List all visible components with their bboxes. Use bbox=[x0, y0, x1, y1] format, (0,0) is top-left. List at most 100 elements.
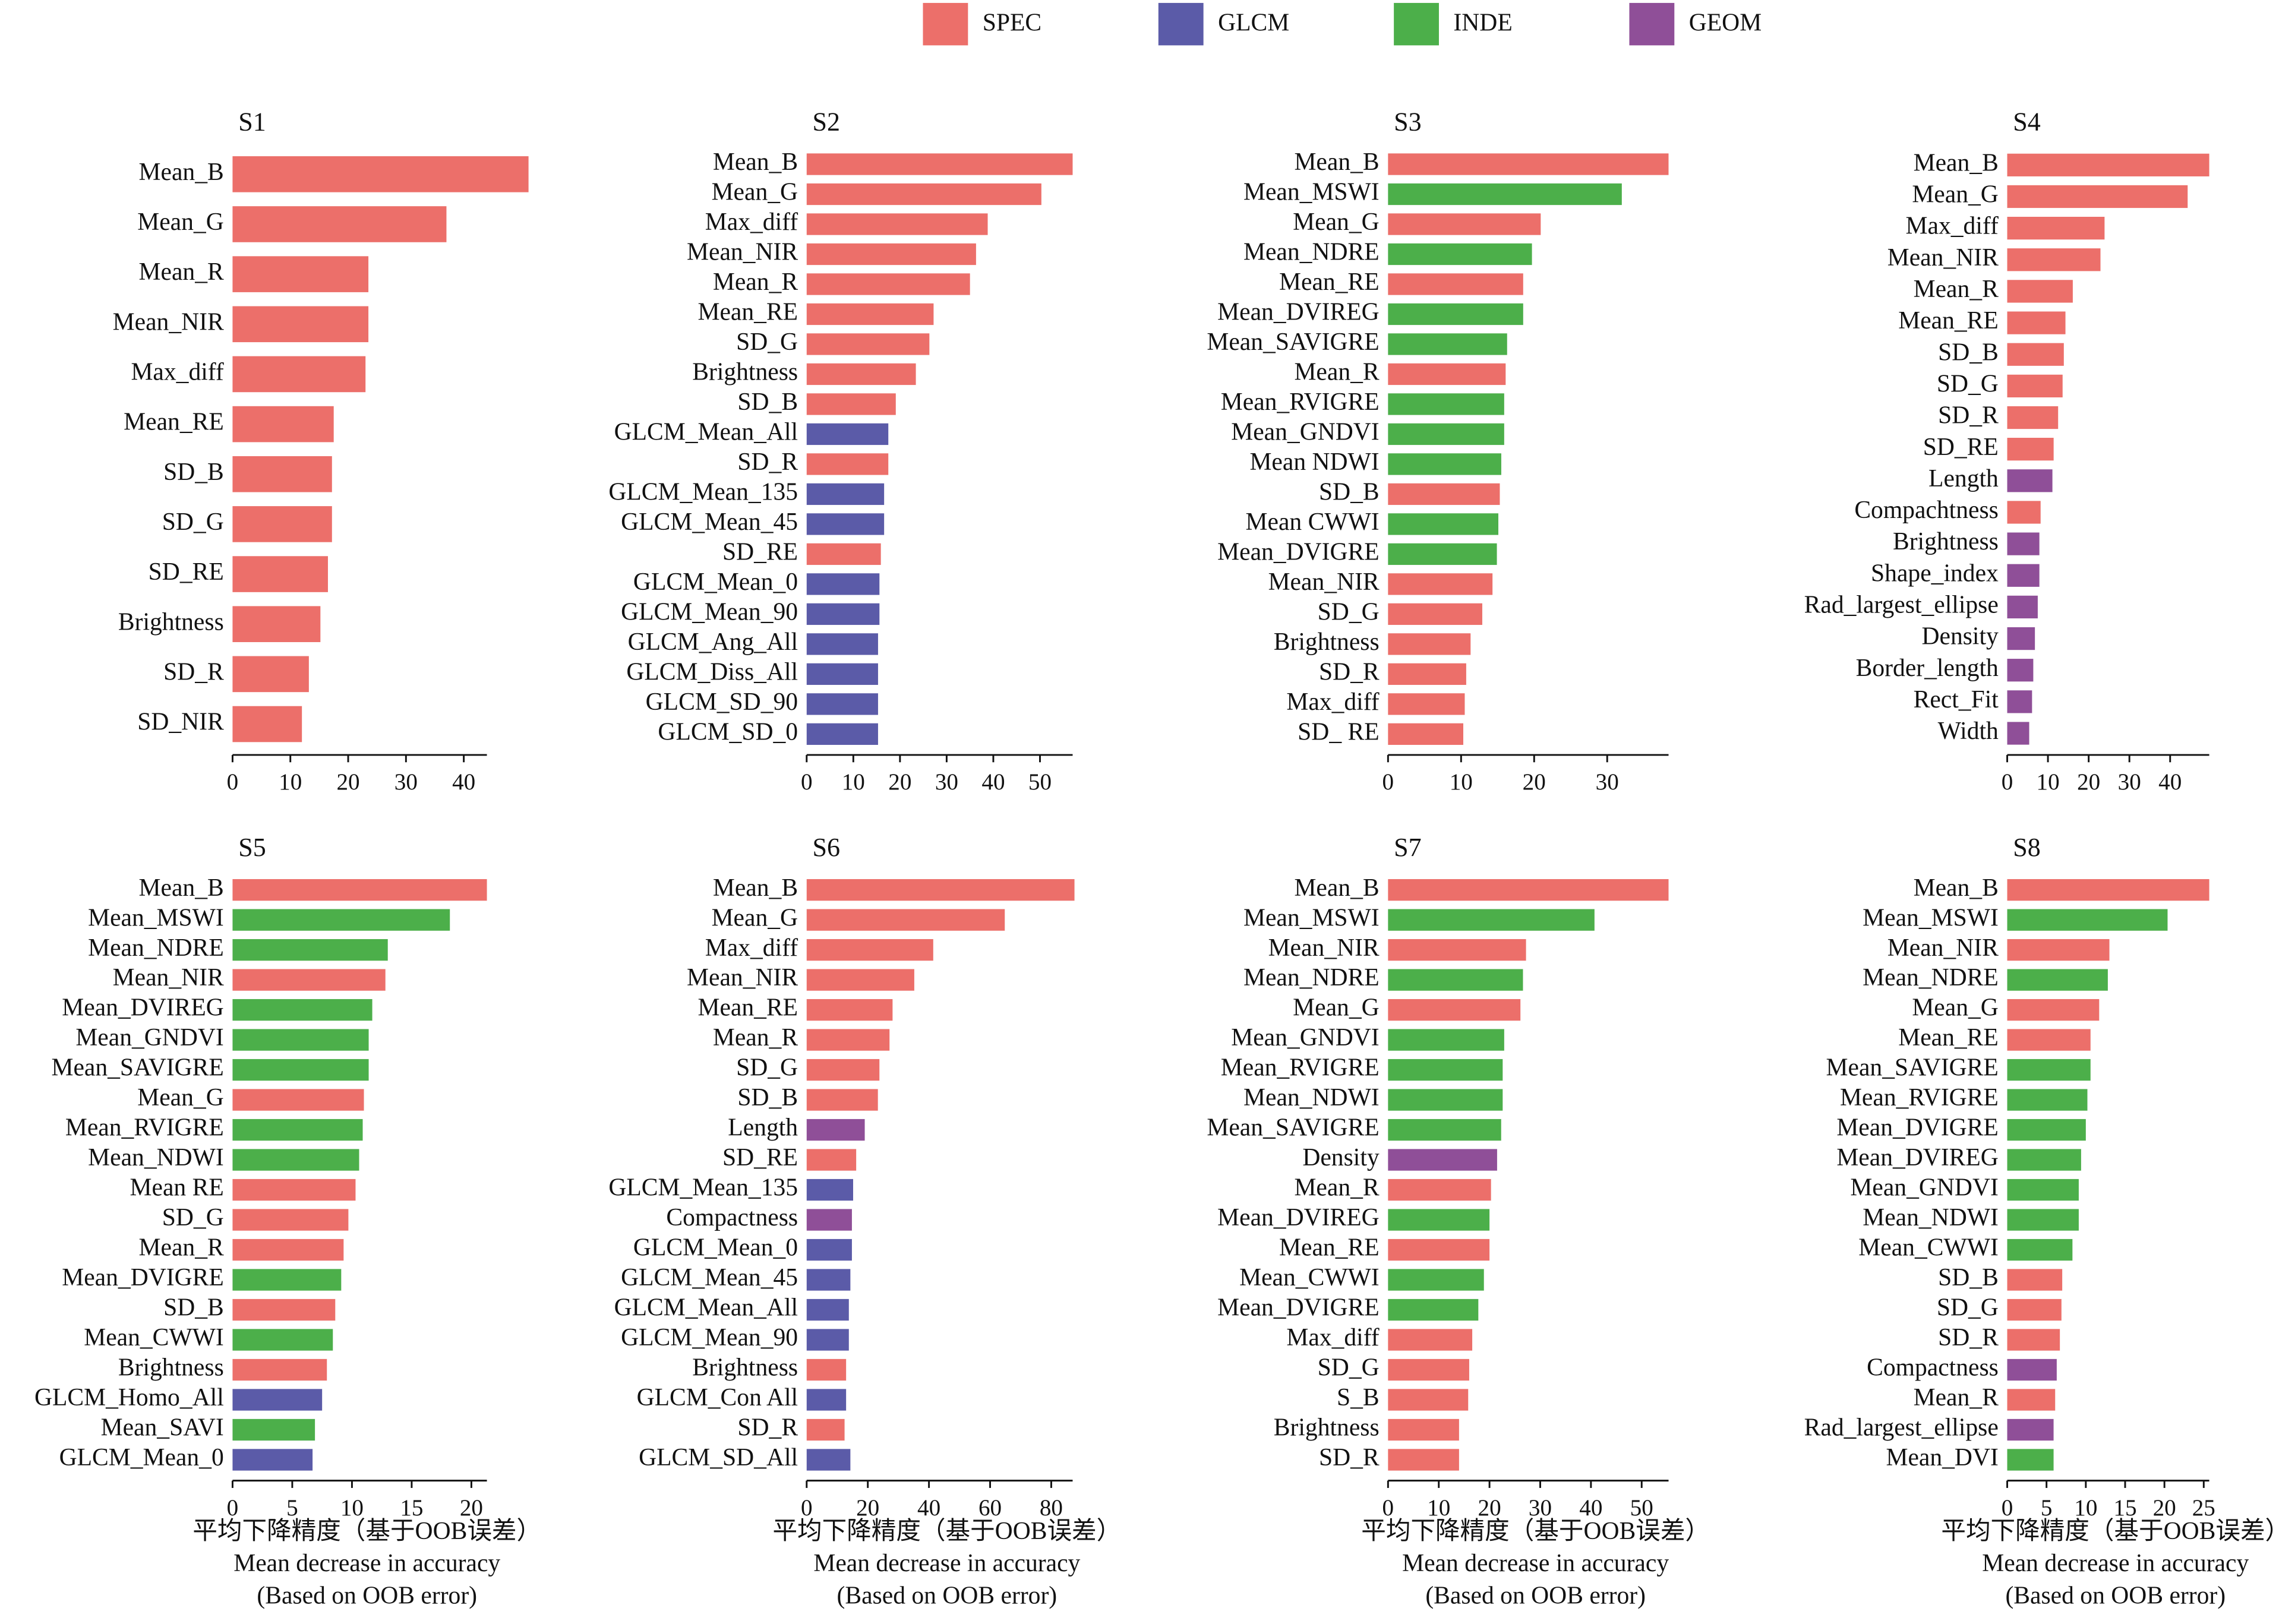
category-label: Mean_NIR bbox=[1268, 568, 1380, 596]
category-label: Mean_CWWI bbox=[1239, 1264, 1380, 1291]
category-label: Mean_SAVIGRE bbox=[51, 1054, 223, 1082]
category-label: Compachtness bbox=[1854, 497, 1999, 524]
bar bbox=[806, 1059, 880, 1081]
bar bbox=[232, 1149, 359, 1171]
category-label: Mean_GNDVI bbox=[1231, 1024, 1379, 1051]
category-label: Mean_NDRE bbox=[1863, 964, 1999, 991]
panel-title: S6 bbox=[813, 833, 840, 862]
bar bbox=[2007, 1178, 2079, 1201]
category-label: Mean_B bbox=[139, 874, 224, 902]
category-label: SD_G bbox=[162, 508, 224, 536]
x-tick-label: 40 bbox=[2158, 769, 2182, 795]
bar bbox=[2007, 343, 2064, 366]
category-label: Max_diff bbox=[705, 208, 798, 236]
category-label: Mean_GNDVI bbox=[1231, 418, 1379, 446]
bar bbox=[232, 156, 529, 192]
bar bbox=[1388, 1029, 1504, 1051]
x-tick-label: 40 bbox=[981, 769, 1005, 795]
x-tick-label: 40 bbox=[917, 1495, 940, 1521]
x-tick-label: 5 bbox=[286, 1495, 298, 1521]
bar bbox=[2007, 1119, 2086, 1141]
category-label: Brightness bbox=[1274, 1414, 1380, 1442]
bar bbox=[806, 879, 1075, 901]
panel-title: S4 bbox=[2013, 107, 2040, 136]
category-label: Density bbox=[1302, 1144, 1379, 1171]
bar bbox=[2007, 1449, 2054, 1471]
x-tick-label: 30 bbox=[935, 769, 958, 795]
bar bbox=[1388, 1209, 1490, 1231]
bar bbox=[2007, 185, 2188, 208]
x-tick-label: 25 bbox=[2192, 1495, 2215, 1521]
x-tick-label: 0 bbox=[2002, 1495, 2013, 1521]
x-tick-label: 10 bbox=[1450, 769, 1473, 795]
category-label: Mean_NIR bbox=[1268, 934, 1380, 962]
bar bbox=[806, 1298, 849, 1321]
category-label: Max_diff bbox=[131, 358, 223, 386]
bar bbox=[2007, 532, 2040, 555]
bar bbox=[232, 356, 366, 393]
bar bbox=[232, 1089, 364, 1111]
category-label: Mean_NIR bbox=[687, 238, 798, 266]
bar bbox=[806, 303, 934, 326]
category-label: GLCM_SD_90 bbox=[646, 688, 798, 716]
bar bbox=[2007, 501, 2041, 524]
x-tick-label: 0 bbox=[801, 1495, 813, 1521]
bar bbox=[232, 1119, 363, 1141]
category-label: SD_RE bbox=[1923, 434, 1999, 461]
bar bbox=[1388, 723, 1463, 745]
bar bbox=[806, 1089, 878, 1111]
category-label: GLCM_Con All bbox=[637, 1384, 798, 1411]
category-label: Mean_RE bbox=[1279, 268, 1380, 296]
bar bbox=[232, 206, 447, 242]
category-label: SD_B bbox=[163, 1294, 224, 1322]
category-label: SD_R bbox=[737, 1414, 798, 1442]
x-tick-label: 20 bbox=[888, 769, 911, 795]
bar bbox=[806, 273, 970, 295]
x-tick-label: 20 bbox=[336, 769, 359, 795]
category-label: Brightness bbox=[692, 1354, 798, 1382]
category-label: Mean_DVIGRE bbox=[62, 1264, 224, 1291]
category-label: Mean_MSWI bbox=[1243, 178, 1380, 206]
legend-label: GLCM bbox=[1218, 9, 1289, 36]
bar bbox=[1388, 153, 1669, 175]
category-label: Mean_DVIREG bbox=[1217, 298, 1380, 326]
category-label: SD_G bbox=[1937, 370, 1999, 397]
x-tick-label: 20 bbox=[1523, 769, 1546, 795]
category-label: SD_G bbox=[736, 1054, 798, 1082]
category-label: GLCM_SD_0 bbox=[658, 718, 798, 745]
category-label: Mean_DVI bbox=[1886, 1444, 1998, 1471]
category-label: Mean RE bbox=[130, 1174, 224, 1202]
category-label: Mean_NIR bbox=[1887, 244, 1999, 271]
category-label: SD_G bbox=[162, 1204, 224, 1231]
category-label: Mean_SAVIGRE bbox=[1207, 328, 1379, 356]
category-label: Mean_NDRE bbox=[1243, 964, 1380, 991]
x-tick-label: 0 bbox=[1382, 1495, 1394, 1521]
bar bbox=[806, 243, 976, 266]
bar bbox=[2007, 1358, 2057, 1381]
bar bbox=[1388, 1178, 1491, 1201]
panel-title: S2 bbox=[813, 107, 840, 136]
bar bbox=[232, 706, 302, 743]
bar bbox=[232, 606, 321, 642]
bar bbox=[232, 1238, 344, 1261]
category-label: GLCM_Mean_All bbox=[614, 418, 798, 446]
x-tick-label: 10 bbox=[842, 769, 865, 795]
category-label: SD_G bbox=[1937, 1294, 1999, 1322]
category-label: Mean_DVIGRE bbox=[1217, 1294, 1380, 1322]
category-label: Mean_RVIGRE bbox=[1840, 1084, 1999, 1111]
category-label: Mean_MSWI bbox=[1243, 904, 1380, 931]
category-label: Width bbox=[1938, 718, 1999, 745]
category-label: Mean_G bbox=[712, 904, 798, 931]
category-label: Border_length bbox=[1856, 655, 1999, 682]
bar bbox=[1388, 453, 1501, 475]
bar bbox=[806, 423, 889, 446]
panel-title: S1 bbox=[238, 107, 266, 136]
bar bbox=[1388, 939, 1526, 961]
bar bbox=[2007, 627, 2035, 650]
bar bbox=[2007, 374, 2063, 397]
x-axis-label: (Based on OOB error) bbox=[257, 1582, 477, 1609]
category-label: Brightness bbox=[692, 358, 798, 386]
bar bbox=[806, 543, 881, 565]
bar bbox=[806, 1389, 847, 1411]
legend-label: INDE bbox=[1453, 9, 1512, 36]
